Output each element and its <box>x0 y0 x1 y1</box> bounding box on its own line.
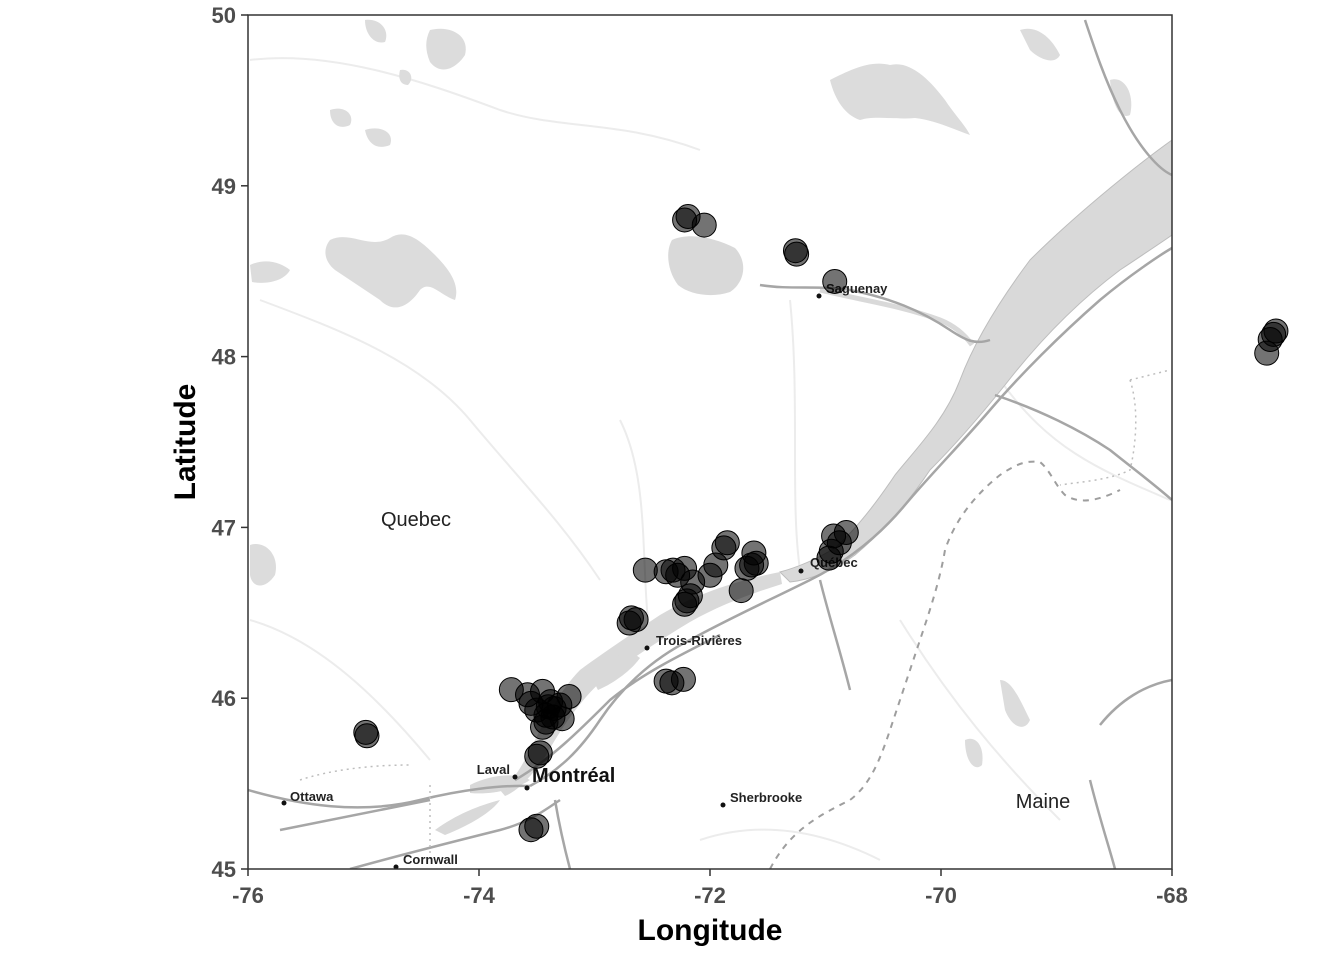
data-point <box>670 666 696 692</box>
data-point <box>533 709 559 735</box>
city-label-sherbrooke: Sherbrooke <box>730 790 802 805</box>
x-tick-label: -74 <box>463 883 496 908</box>
data-point <box>784 241 810 267</box>
city-dot-laval <box>512 774 518 780</box>
y-tick-label: 50 <box>212 3 236 28</box>
y-tick-label: 45 <box>212 857 236 882</box>
x-axis: -76 -74 -72 -70 -68 <box>232 869 1188 908</box>
y-tick-label: 49 <box>212 174 236 199</box>
basemap <box>248 19 1172 869</box>
city-dot-saguenay <box>816 293 822 299</box>
y-axis: 45 46 47 48 49 50 <box>212 3 248 882</box>
y-tick-label: 48 <box>212 345 236 370</box>
x-tick-label: -76 <box>232 883 264 908</box>
data-point <box>822 268 848 294</box>
data-point <box>677 583 703 609</box>
region-label-quebec: Quebec <box>381 509 451 531</box>
city-dot-trois-rivieres <box>644 645 650 651</box>
city-label-ottawa: Ottawa <box>290 789 334 804</box>
x-tick-label: -70 <box>925 883 957 908</box>
data-point <box>556 683 582 709</box>
x-axis-title: Longitude <box>638 914 783 947</box>
data-points <box>353 204 1289 843</box>
x-tick-label: -68 <box>1156 883 1188 908</box>
y-axis-title: Latitude <box>169 384 202 501</box>
lac-saint-jean <box>668 236 744 296</box>
data-point <box>691 212 717 238</box>
data-point <box>527 740 553 766</box>
data-point <box>623 607 649 633</box>
region-label-maine: Maine <box>1016 791 1070 813</box>
city-dot-ottawa <box>281 800 287 806</box>
city-dot-sherbrooke <box>720 802 726 808</box>
data-point <box>632 557 658 583</box>
city-dot-montreal <box>524 785 530 791</box>
city-dot-quebec <box>798 568 804 574</box>
city-label-laval: Laval <box>477 762 510 777</box>
data-point <box>524 813 550 839</box>
data-point <box>1263 318 1289 344</box>
x-tick-label: -72 <box>694 883 726 908</box>
st-lawrence-river <box>500 572 782 796</box>
city-label-montreal: Montréal <box>532 765 615 787</box>
city-label-trois-rivieres: Trois-Rivières <box>656 633 742 648</box>
data-point <box>833 520 859 546</box>
y-tick-label: 47 <box>212 515 236 540</box>
city-label-cornwall: Cornwall <box>403 852 458 867</box>
data-point <box>714 530 740 556</box>
data-point <box>354 723 380 749</box>
y-tick-label: 46 <box>212 686 236 711</box>
data-point <box>728 578 754 604</box>
data-point <box>743 550 769 576</box>
st-lawrence-estuary <box>779 139 1172 583</box>
